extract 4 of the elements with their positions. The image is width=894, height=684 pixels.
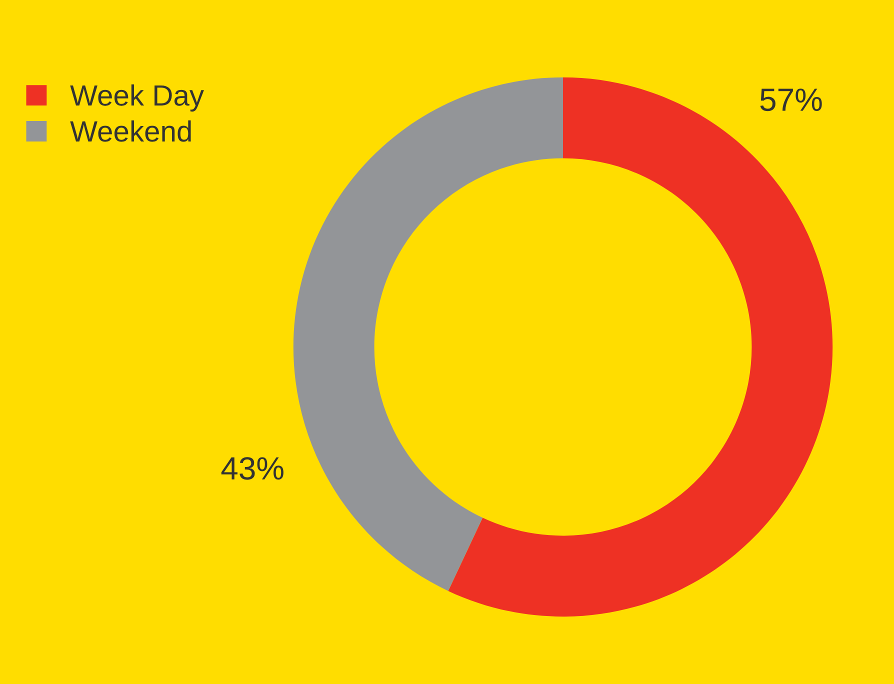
legend-label: Weekend (70, 120, 191, 142)
legend-label: Week Day (70, 84, 204, 112)
data-label: 43% (221, 457, 284, 480)
data-label: 57% (760, 88, 822, 112)
